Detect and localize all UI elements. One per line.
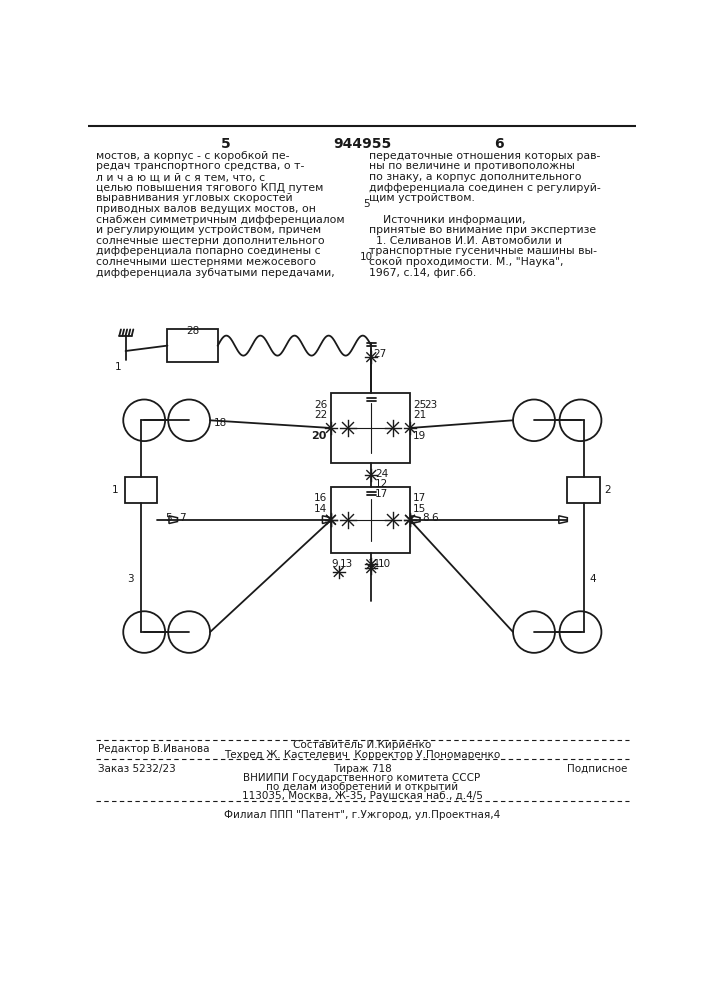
Text: 13: 13 [340,559,354,569]
Text: Составитель И.Кириенко: Составитель И.Кириенко [293,740,431,750]
Text: щим устройством.: щим устройством. [369,193,475,203]
Text: 16: 16 [314,493,327,503]
Text: 19: 19 [413,431,426,441]
Text: по знаку, а корпус дополнительного: по знаку, а корпус дополнительного [369,172,581,182]
Text: 6: 6 [494,137,504,151]
Text: 1: 1 [115,362,121,372]
Text: мостов, а корпус - с коробкой пе-: мостов, а корпус - с коробкой пе- [96,151,290,161]
Text: сокой проходимости. М., "Наука",: сокой проходимости. М., "Наука", [369,257,563,267]
Text: 15: 15 [413,504,426,514]
Text: 2: 2 [604,485,610,495]
Text: по делам изобретений и открытий: по делам изобретений и открытий [266,782,458,792]
Text: л и ч а ю щ и й с я тем, что, с: л и ч а ю щ и й с я тем, что, с [96,172,265,182]
Text: 17: 17 [375,489,388,499]
Text: Редактор В.Иванова: Редактор В.Иванова [98,744,209,754]
Text: ны по величине и противоположны: ны по величине и противоположны [369,161,575,171]
Text: 5: 5 [363,199,369,209]
Text: редач транспортного средства, о т-: редач транспортного средства, о т- [96,161,305,171]
Bar [567,477,600,503]
Text: 5: 5 [221,137,230,151]
Text: дифференциала зубчатыми передачами,: дифференциала зубчатыми передачами, [96,268,335,278]
Text: 18: 18 [214,418,227,428]
Circle shape [559,400,602,441]
Text: целью повышения тягового КПД путем: целью повышения тягового КПД путем [96,183,324,193]
Text: 25: 25 [413,400,426,410]
Text: приводных валов ведущих мостов, он: приводных валов ведущих мостов, он [96,204,316,214]
Text: дифференциала попарно соединены с: дифференциала попарно соединены с [96,246,321,256]
Text: 8: 8 [422,513,429,523]
Text: 20: 20 [312,431,327,441]
Text: выравнивания угловых скоростей: выравнивания угловых скоростей [96,193,293,203]
Text: 944955: 944955 [333,137,391,151]
Text: 14: 14 [314,504,327,514]
Text: солнечными шестернями межосевого: солнечными шестернями межосевого [96,257,316,267]
Text: 5: 5 [165,513,172,523]
Text: ВНИИПИ Государственного комитета СССР: ВНИИПИ Государственного комитета СССР [243,773,481,783]
Text: 1. Селиванов И.И. Автомобили и: 1. Селиванов И.И. Автомобили и [369,236,562,246]
Text: Филиал ППП "Патент", г.Ужгород, ул.Проектная,4: Филиал ППП "Патент", г.Ужгород, ул.Проек… [224,810,500,820]
Bar [168,329,218,362]
Text: 24: 24 [375,469,388,479]
Text: принятые во внимание при экспертизе: принятые во внимание при экспертизе [369,225,596,235]
Text: 7: 7 [179,513,186,523]
Circle shape [168,400,210,441]
Text: 9: 9 [331,559,337,569]
Text: 10: 10 [360,252,373,262]
Text: 22: 22 [314,410,327,420]
Text: и регулирующим устройством, причем: и регулирующим устройством, причем [96,225,321,235]
Circle shape [513,400,555,441]
Bar [331,487,410,553]
Text: 10: 10 [378,559,390,569]
Text: 4: 4 [590,574,597,584]
Circle shape [123,400,165,441]
Text: солнечные шестерни дополнительного: солнечные шестерни дополнительного [96,236,325,246]
Text: Подписное: Подписное [566,764,627,774]
Text: 27: 27 [373,349,387,359]
Text: транспортные гусеничные машины вы-: транспортные гусеничные машины вы- [369,246,597,256]
Text: 1: 1 [112,485,119,495]
Text: дифференциала соединен с регулируй-: дифференциала соединен с регулируй- [369,183,601,193]
Text: 26: 26 [314,400,327,410]
Text: 3: 3 [127,574,134,584]
Text: 17: 17 [413,493,426,503]
Text: снабжен симметричным дифференциалом: снабжен симметричным дифференциалом [96,215,345,225]
Text: Тираж 718: Тираж 718 [332,764,392,774]
Text: 21: 21 [413,410,426,420]
Circle shape [513,611,555,653]
Text: 28: 28 [186,326,199,336]
Bar [125,477,158,503]
Text: передаточные отношения которых рав-: передаточные отношения которых рав- [369,151,600,161]
Text: 11: 11 [368,559,381,569]
Text: Заказ 5232/23: Заказ 5232/23 [98,764,175,774]
Text: Источники информации,: Источники информации, [369,215,525,225]
Circle shape [123,611,165,653]
Text: 1967, с.14, фиг.6б.: 1967, с.14, фиг.6б. [369,268,477,278]
Circle shape [559,611,602,653]
Bar [331,393,410,463]
Text: 12: 12 [375,479,388,489]
Text: Техред Ж. Кастелевич  Корректор У.Пономаренко: Техред Ж. Кастелевич Корректор У.Пономар… [224,750,500,760]
Text: 113035, Москва, Ж-35, Раушская наб., д.4/5: 113035, Москва, Ж-35, Раушская наб., д.4… [242,791,482,801]
Text: 6: 6 [432,513,438,523]
Circle shape [168,611,210,653]
Text: 23: 23 [424,400,437,410]
